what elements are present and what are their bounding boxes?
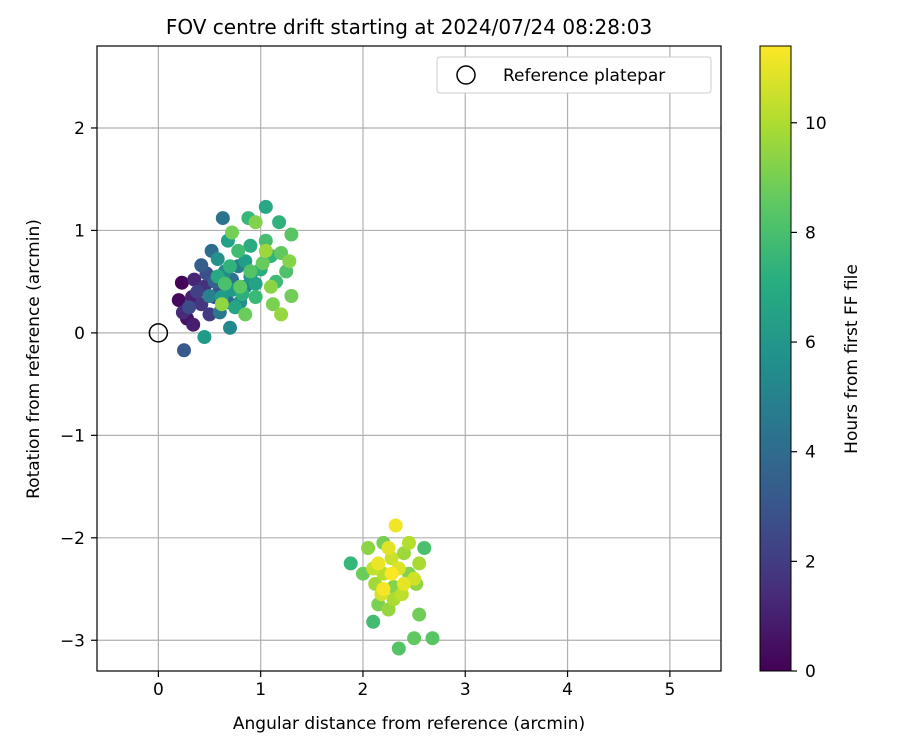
data-point [425,631,440,646]
x-tick-label: 3 [460,680,471,700]
x-tick-label: 1 [255,680,266,700]
colorbar-tick-label: 4 [805,443,816,463]
data-point [187,272,202,287]
legend-box [436,56,712,94]
data-point [243,238,258,253]
data-point [391,641,406,656]
x-tick-label: 2 [358,680,369,700]
data-point [284,289,299,303]
data-point [190,284,205,299]
data-point [255,256,270,271]
data-point [402,535,416,550]
data-point [202,289,217,303]
data-point [376,582,391,596]
y-tick-label: −1 [60,426,85,446]
data-point [186,317,201,332]
data-point [194,258,209,273]
data-point [217,276,232,291]
data-point [343,556,358,571]
colorbar-label: Hours from first FF file [842,264,862,454]
data-point [412,556,427,571]
data-point [171,293,186,308]
data-point [361,541,376,555]
legend: Reference platepar [436,56,712,94]
data-point [231,243,246,258]
data-point [388,518,403,533]
data-point [265,297,280,312]
legend-marker-icon [456,65,476,85]
legend-label: Reference platepar [503,66,665,86]
data-point [248,276,263,291]
data-point [371,556,386,571]
data-point [248,290,263,304]
x-axis-ticks: 0 1 2 3 4 5 [153,671,675,700]
data-point [258,243,273,258]
y-tick-label: 0 [74,324,85,344]
data-point [177,343,191,358]
y-tick-label: −2 [60,529,85,549]
colorbar-ticks: 0 2 4 6 8 10 [791,114,827,682]
data-point [407,631,422,646]
x-tick-label: 4 [562,680,573,700]
data-point [396,576,411,591]
colorbar-tick-label: 2 [805,552,816,572]
data-point [258,233,273,248]
x-tick-label: 5 [664,680,675,700]
data-point [384,566,399,581]
data-point [238,307,253,322]
data-point [248,215,263,230]
y-tick-label: −3 [60,631,85,651]
y-tick-label: 2 [74,119,85,139]
data-point [215,211,230,226]
data-point [381,541,396,555]
data-point [417,541,432,555]
data-point [214,297,229,312]
y-tick-label: 1 [74,221,85,241]
data-point [282,254,297,269]
data-point [263,279,278,294]
chart-title: FOV centre drift starting at 2024/07/24 … [166,15,652,39]
y-axis-label: Rotation from reference (arcmin) [24,219,44,499]
colorbar-tick-label: 0 [805,662,816,682]
reference-platepar-marker [148,323,169,343]
data-point [258,199,273,214]
data-point [182,300,197,315]
grid-lines [97,46,721,671]
y-axis-ticks: −3 −2 −1 0 1 2 [60,119,97,651]
colorbar: 0 2 4 6 8 10 Hours from first FF file [759,45,862,682]
data-point [284,227,299,242]
data-point [174,275,189,290]
data-point [197,330,212,344]
data-point [225,225,239,240]
data-point [243,264,258,279]
data-point [274,307,289,322]
data-point [223,259,237,274]
data-point [228,300,243,315]
data-point [272,215,287,230]
data-point [223,320,237,335]
data-point [210,252,225,267]
colorbar-tick-label: 10 [805,114,827,134]
data-point [366,614,381,629]
x-axis-label: Angular distance from reference (arcmin) [233,714,585,734]
plot-frame [96,45,722,672]
colorbar-tick-label: 6 [805,333,816,353]
x-tick-label: 0 [153,680,164,700]
data-point [233,279,248,294]
data-point [412,607,427,622]
colorbar-tick-label: 8 [805,223,816,243]
colorbar-gradient [759,45,792,672]
data-points [171,199,440,656]
